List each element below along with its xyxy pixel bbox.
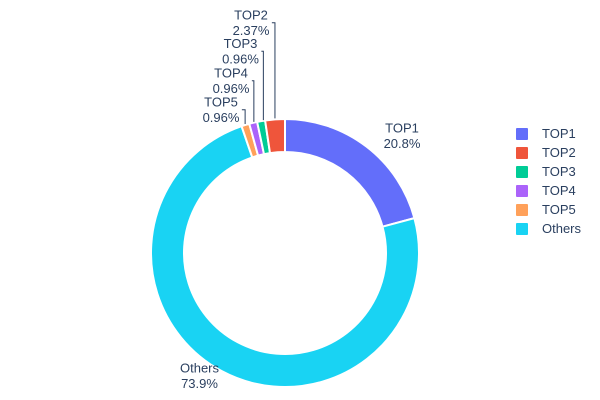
legend-swatch-top3 (516, 165, 528, 178)
legend-item-top1[interactable]: TOP1 (516, 124, 581, 143)
legend: TOP1 TOP2 TOP3 TOP4 TOP5 Others (516, 124, 581, 238)
legend-swatch-others (516, 222, 528, 235)
slice-label-name: TOP3 (224, 36, 258, 51)
slice-label-percent: 0.96% (222, 52, 259, 67)
slice-label-name: TOP5 (204, 95, 238, 110)
leader-line-top5 (241, 109, 246, 125)
legend-label: TOP1 (542, 126, 576, 141)
legend-item-top3[interactable]: TOP3 (516, 162, 581, 181)
legend-label: TOP3 (542, 164, 576, 179)
slice-label-name: TOP2 (234, 8, 268, 23)
legend-label: TOP2 (542, 145, 576, 160)
legend-swatch-top2 (516, 146, 528, 159)
legend-item-top4[interactable]: TOP4 (516, 181, 581, 200)
pie-slice-others[interactable] (150, 125, 420, 388)
slice-label-percent: 73.9% (181, 376, 218, 391)
slice-label-percent: 0.96% (203, 110, 240, 125)
legend-item-others[interactable]: Others (516, 219, 581, 238)
leader-line-top3 (261, 50, 264, 121)
legend-label: TOP4 (542, 183, 576, 198)
legend-swatch-top1 (516, 127, 528, 140)
pie-slice-top2[interactable] (264, 118, 286, 155)
slice-label-percent: 20.8% (384, 136, 421, 151)
leader-line-top2 (271, 22, 276, 119)
slice-label-name: TOP4 (214, 66, 248, 81)
legend-item-top5[interactable]: TOP5 (516, 200, 581, 219)
legend-swatch-top5 (516, 203, 528, 216)
legend-item-top2[interactable]: TOP2 (516, 143, 581, 162)
slice-label-name: TOP1 (385, 121, 419, 136)
legend-swatch-top4 (516, 184, 528, 197)
slice-label-percent: 2.37% (233, 23, 270, 38)
leader-line-top4 (251, 80, 255, 122)
legend-label: Others (542, 221, 582, 236)
slice-label-percent: 0.96% (213, 81, 250, 96)
slice-label-name: Others (180, 361, 220, 376)
legend-label: TOP5 (542, 202, 576, 217)
